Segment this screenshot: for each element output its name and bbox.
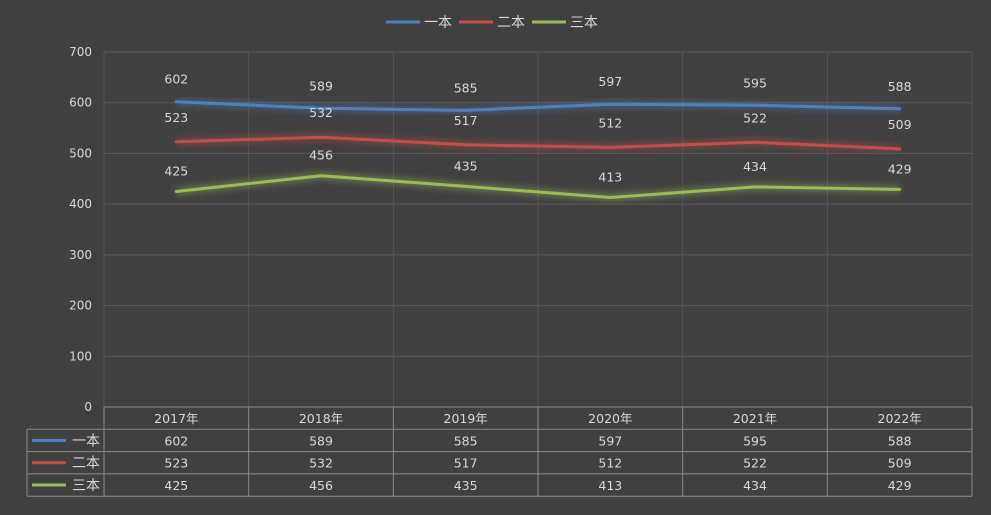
table-cell: 585 (454, 433, 478, 448)
legend-entry: 一本 (424, 15, 452, 31)
y-tick-label: 400 (69, 197, 92, 211)
table-cell: 512 (598, 456, 622, 471)
series-line-2 (174, 135, 902, 151)
y-tick-label: 500 (69, 146, 92, 160)
x-tick-label: 2021年 (733, 411, 777, 426)
y-tick-label: 700 (69, 45, 92, 59)
table-cell: 435 (454, 478, 478, 493)
x-tick-label: 2019年 (444, 411, 488, 426)
data-label: 588 (888, 79, 912, 94)
table-cell: 532 (309, 456, 333, 471)
data-label: 522 (743, 110, 767, 125)
data-label: 595 (743, 75, 767, 90)
y-tick-label: 0 (84, 400, 92, 414)
data-label: 589 (309, 78, 333, 93)
y-tick-label: 100 (69, 349, 92, 363)
data-label: 429 (888, 161, 912, 176)
y-tick-label: 600 (69, 96, 92, 110)
series-line-3 (174, 174, 902, 200)
data-label: 532 (309, 105, 333, 120)
legend-entry: 二本 (497, 15, 525, 31)
table-cell: 597 (598, 433, 622, 448)
data-label: 585 (454, 80, 478, 95)
x-tick-label: 2017年 (154, 411, 198, 426)
y-tick-label: 200 (69, 299, 92, 313)
data-label: 602 (164, 72, 188, 87)
x-tick-label: 2020年 (588, 411, 632, 426)
data-label: 435 (454, 158, 478, 173)
table-cell: 602 (164, 433, 188, 448)
table-cell: 413 (598, 478, 622, 493)
table-row-label: 二本 (72, 456, 100, 472)
table-cell: 509 (888, 456, 912, 471)
table-cell: 522 (743, 456, 767, 471)
legend-entry: 三本 (570, 15, 598, 31)
data-label: 509 (888, 117, 912, 132)
data-label: 597 (598, 74, 622, 89)
table-cell: 595 (743, 433, 767, 448)
table-cell: 589 (309, 433, 333, 448)
table-cell: 517 (454, 456, 478, 471)
table-cell: 434 (743, 478, 767, 493)
plot-area: 0 100 200 300 400 500 600 700 602 589 585 597 595 588… (69, 45, 973, 414)
table-row-label: 一本 (72, 433, 100, 449)
data-label: 434 (743, 159, 767, 174)
data-label: 517 (454, 113, 478, 128)
table-cell: 425 (164, 478, 188, 493)
data-label: 456 (309, 148, 333, 163)
data-label: 413 (598, 170, 622, 185)
table-row-label: 三本 (72, 478, 100, 494)
x-tick-label: 2022年 (878, 411, 922, 426)
data-label: 425 (164, 163, 188, 178)
legend: 一本 二本 三本 (386, 15, 598, 31)
y-tick-label: 300 (69, 248, 92, 262)
series-line-1 (174, 100, 902, 112)
x-tick-label: 2018年 (299, 411, 343, 426)
data-label: 523 (164, 110, 188, 125)
table-cell: 456 (309, 478, 333, 493)
table-cell: 588 (888, 433, 912, 448)
table-cell: 429 (888, 478, 912, 493)
data-label: 512 (598, 115, 622, 130)
table-cell: 523 (164, 456, 188, 471)
